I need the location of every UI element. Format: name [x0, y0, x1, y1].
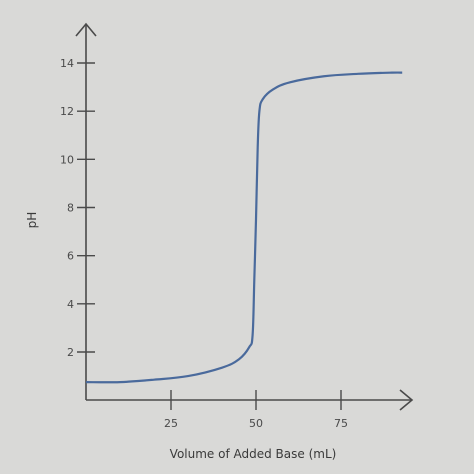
y-axis-label: pH: [25, 212, 39, 229]
x-tick-label: 75: [334, 417, 348, 430]
y-tick-label: 14: [60, 57, 74, 70]
axes: [75, 22, 414, 411]
series: [85, 71, 403, 384]
y-tick-label: 2: [67, 346, 74, 359]
x-axis-arrow: [399, 389, 414, 411]
titration-curve: [85, 71, 403, 384]
y-tick-label: 12: [60, 105, 74, 118]
x-axis-label: Volume of Added Base (mL): [170, 447, 337, 461]
y-tick-label: 8: [67, 202, 74, 215]
x-tick-label: 25: [164, 417, 178, 430]
y-tick-label: 10: [60, 153, 74, 166]
y-tick-label: 6: [67, 250, 74, 263]
ticks: 2 4 6 8 10 12 14 25 50 75: [60, 57, 348, 430]
x-tick-label: 50: [249, 417, 263, 430]
y-axis-arrow: [75, 22, 97, 37]
y-tick-label: 4: [67, 298, 74, 311]
